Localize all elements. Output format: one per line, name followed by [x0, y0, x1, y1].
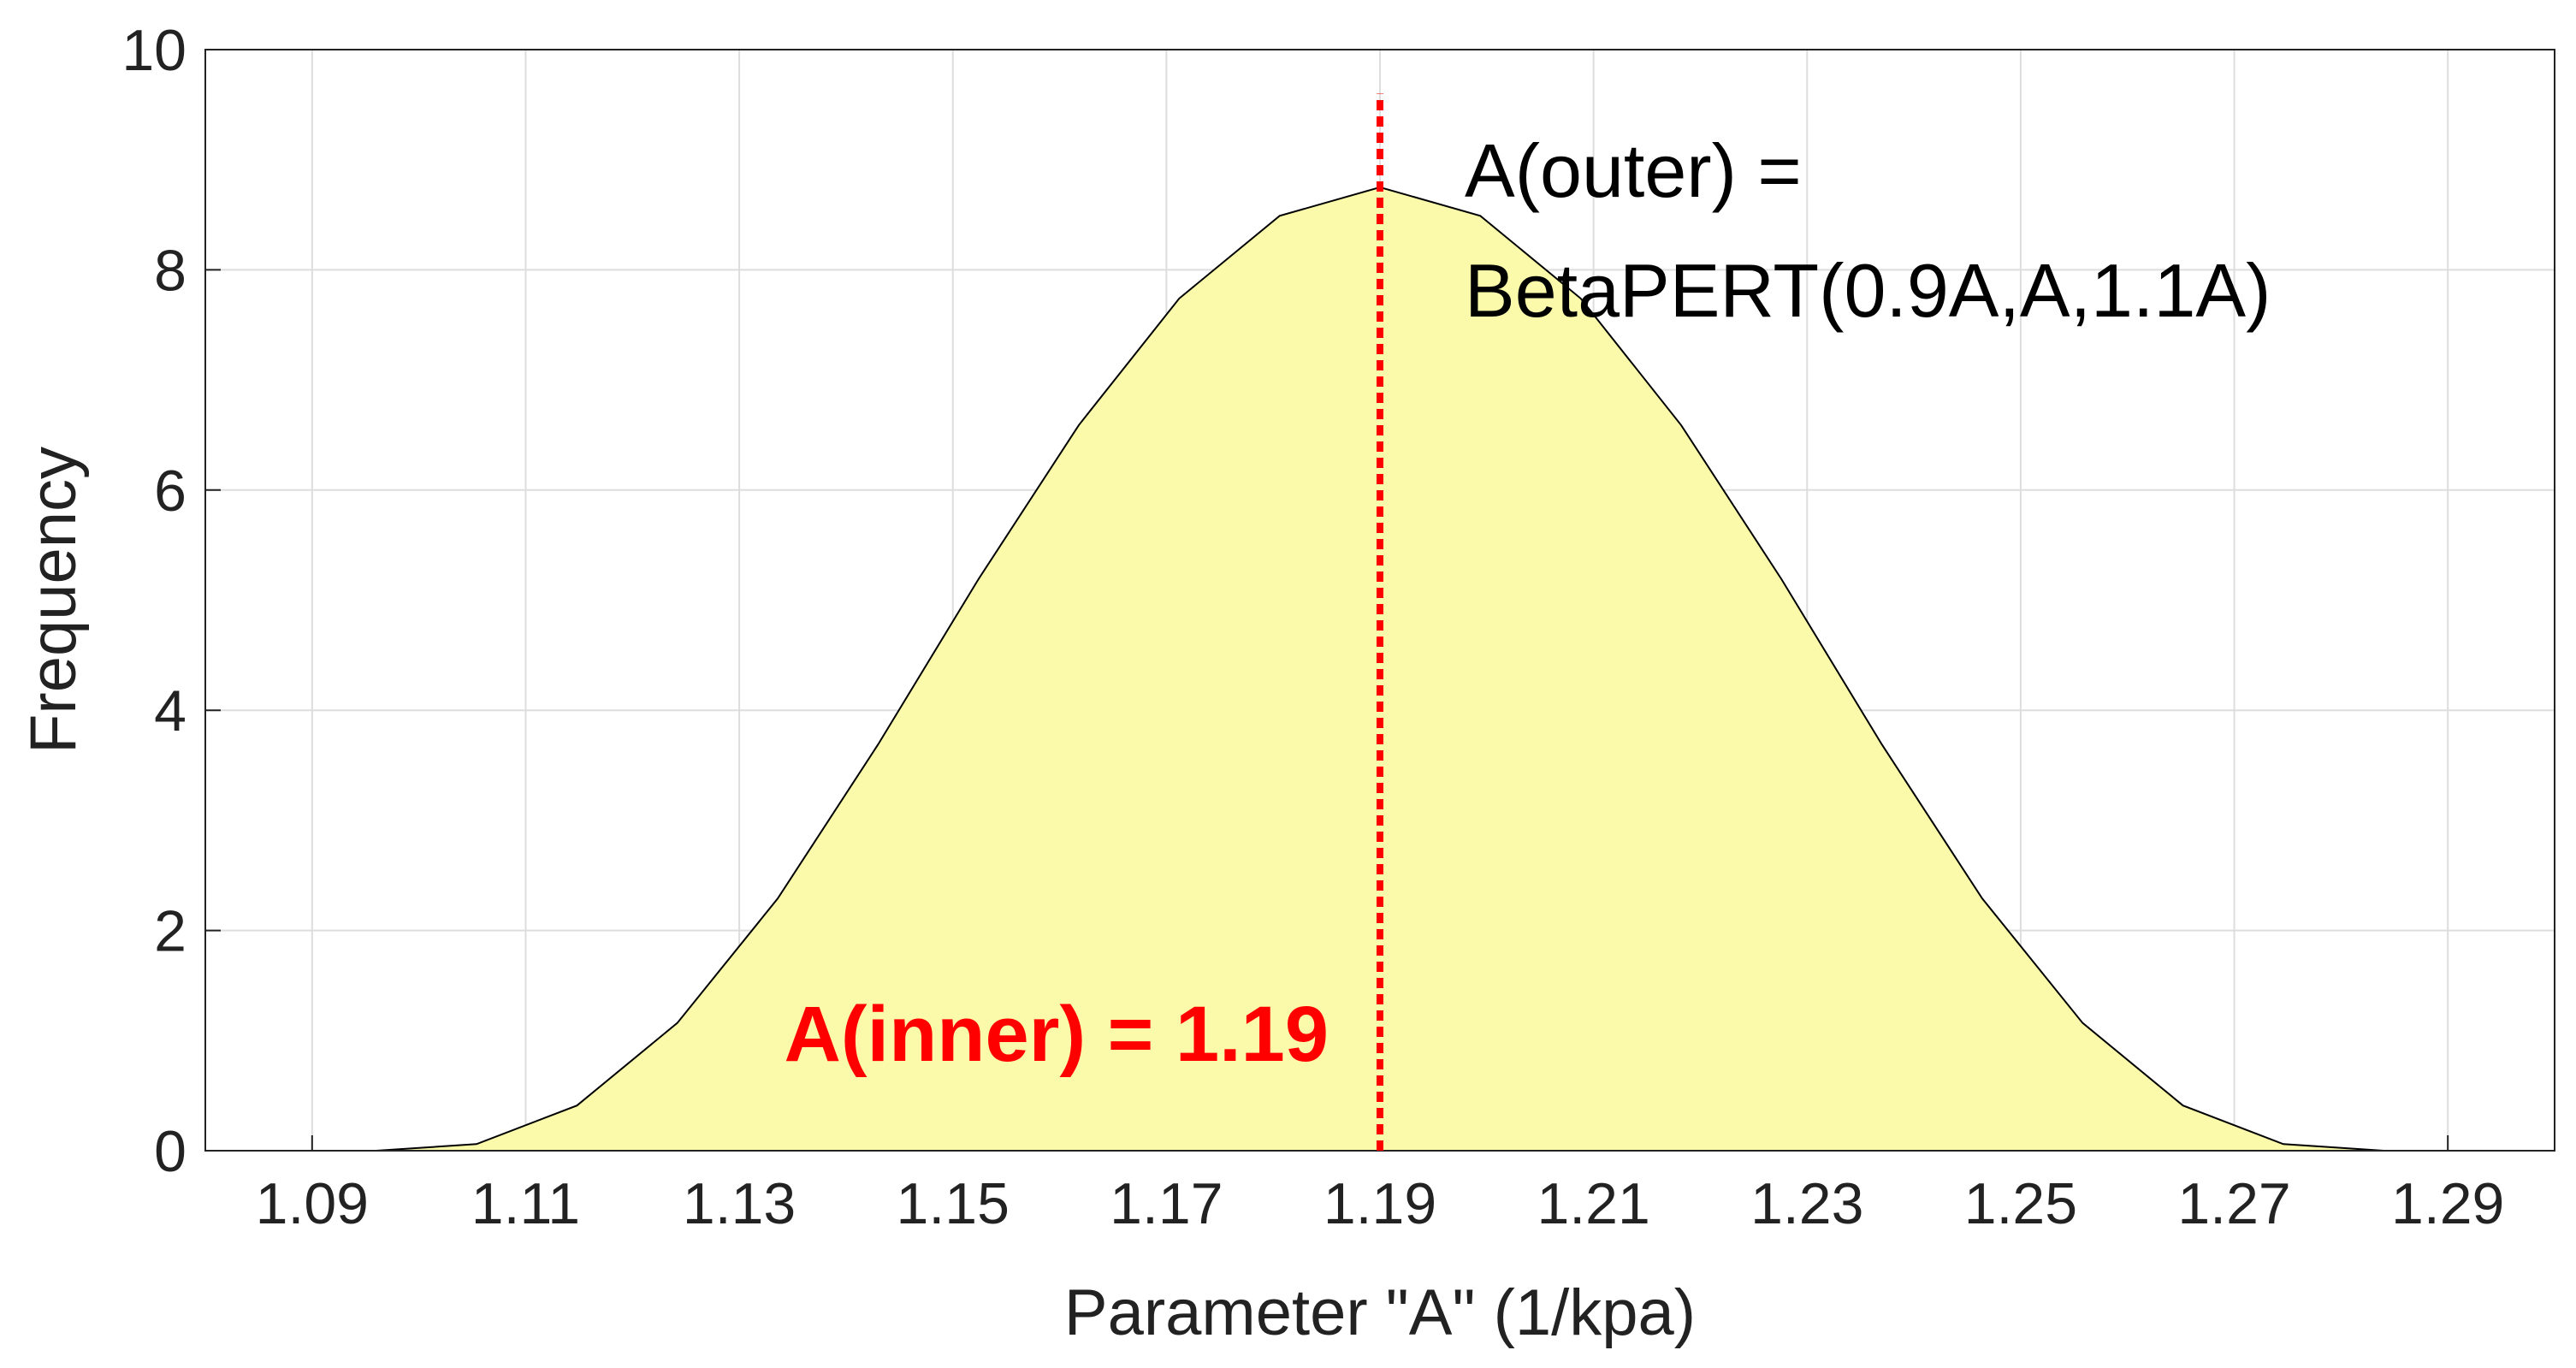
area: [376, 186, 2384, 1152]
reference-label: A(inner) = 1.19: [784, 991, 1329, 1078]
x-tick-label: 1.21: [1537, 1171, 1649, 1236]
x-tick-label: 1.09: [256, 1171, 369, 1236]
y-tick-label: 8: [154, 238, 187, 303]
x-tick-label: 1.15: [897, 1171, 1010, 1236]
y-tick-label: 2: [154, 899, 187, 964]
y-tick-label: 4: [154, 678, 187, 743]
y-tick-label: 0: [154, 1119, 187, 1184]
x-tick-label: 1.23: [1750, 1171, 1863, 1236]
x-tick-label: 1.27: [2177, 1171, 2290, 1236]
x-tick-label: 1.29: [2391, 1171, 2504, 1236]
x-tick-label: 1.25: [1964, 1171, 2077, 1236]
x-tick-label: 1.13: [683, 1171, 796, 1236]
x-tick-label: 1.11: [471, 1171, 580, 1236]
annotation: BetaPERT(0.9A,A,1.1A): [1465, 248, 2271, 333]
y-tick-label: 6: [154, 459, 187, 524]
x-axis-label: Parameter "A" (1/kpa): [1064, 1276, 1696, 1349]
x-tick-label: 1.17: [1110, 1171, 1223, 1236]
y-axis-label: Frequency: [17, 447, 90, 754]
x-tick-label: 1.19: [1324, 1171, 1436, 1236]
y-tick-label: 10: [121, 18, 187, 83]
annotation: A(outer) =: [1465, 128, 1802, 213]
